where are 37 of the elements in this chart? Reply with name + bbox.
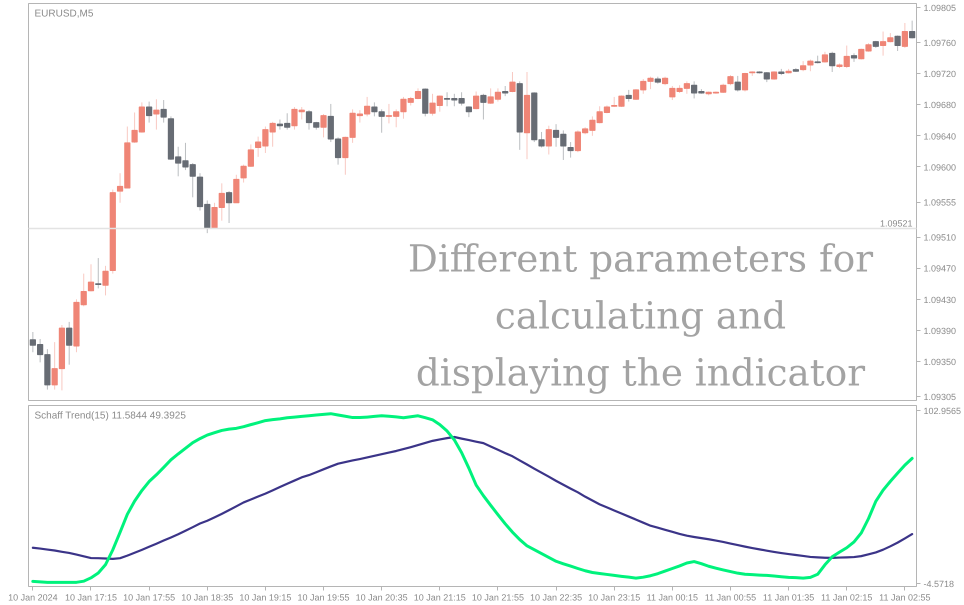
x-tick-label: 11 Jan 02:55 bbox=[879, 592, 931, 602]
y-tick-label: 1.09640 bbox=[924, 131, 956, 142]
y-tick-label: 1.09470 bbox=[924, 264, 956, 274]
y-tick-label: 1.09555 bbox=[924, 198, 956, 208]
x-tick-label: 11 Jan 01:35 bbox=[762, 592, 814, 602]
x-tick-label: 10 Jan 2024 bbox=[8, 592, 58, 602]
line-series bbox=[31, 412, 914, 584]
x-tick-label: 10 Jan 18:35 bbox=[181, 592, 234, 602]
annotation: Different parameters for calculating and displaying the indicator bbox=[408, 236, 874, 395]
x-tick-label: 10 Jan 22:35 bbox=[530, 592, 582, 602]
x-tick-label: 11 Jan 00:15 bbox=[646, 592, 698, 602]
x-tick-label: 10 Jan 19:15 bbox=[239, 592, 292, 602]
y-tick-label: 102.9565 bbox=[924, 406, 962, 416]
x-tick-label: 10 Jan 21:15 bbox=[414, 592, 466, 602]
y-tick-label: 1.09600 bbox=[924, 162, 956, 172]
x-tick-label: 10 Jan 23:15 bbox=[588, 592, 640, 602]
y-tick-label: -4.5718 bbox=[924, 578, 954, 589]
x-tick-label: 10 Jan 17:55 bbox=[123, 592, 176, 602]
text: EURUSD,M5 bbox=[34, 8, 94, 20]
y-tick-label: 1.09510 bbox=[924, 232, 956, 243]
y-tick-label: 1.09305 bbox=[924, 392, 956, 402]
y-tick-label: 1.09720 bbox=[924, 69, 956, 80]
x-tick-label: 10 Jan 19:55 bbox=[298, 592, 350, 602]
y-tick-label: 1.09430 bbox=[924, 294, 956, 305]
y-tick-label: 1.09760 bbox=[924, 38, 956, 48]
text: Schaff Trend(15) 11.5844 49.3925 bbox=[34, 410, 186, 422]
y-tick-label: 1.09390 bbox=[924, 326, 956, 336]
y-tick-label: 1.09805 bbox=[924, 2, 956, 13]
x-tick-label: 11 Jan 00:55 bbox=[704, 592, 756, 602]
y-tick-label: 1.09680 bbox=[924, 100, 956, 110]
x-tick-label: 10 Jan 21:55 bbox=[472, 592, 524, 602]
y-tick-label: 1.09350 bbox=[924, 357, 956, 368]
x-tick-label: 11 Jan 02:15 bbox=[821, 592, 872, 602]
x-tick-label: 10 Jan 20:35 bbox=[356, 592, 408, 602]
ref-line-label: 1.09521 bbox=[880, 218, 913, 228]
line-series bbox=[32, 436, 914, 560]
x-tick-label: 10 Jan 17:15 bbox=[64, 592, 118, 602]
